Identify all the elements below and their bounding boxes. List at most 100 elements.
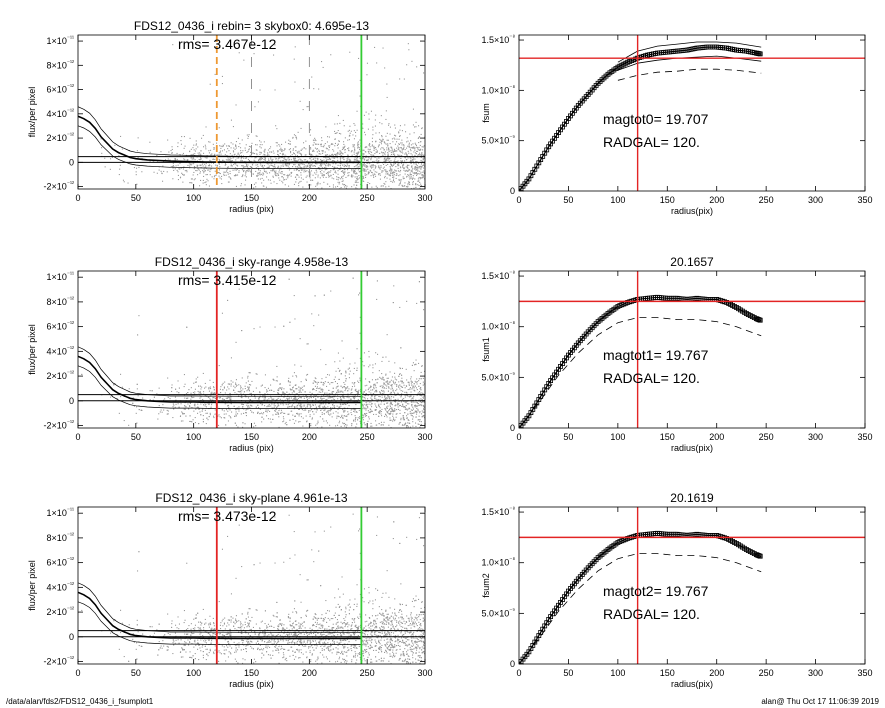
pixel-point [242,167,244,169]
pixel-point [350,398,352,400]
pixel-point [174,158,176,160]
pixel-point [399,373,401,375]
pixel-point [407,183,409,185]
pixel-point [247,405,249,407]
pixel-point [381,171,383,173]
pixel-point [171,146,173,148]
pixel-point [405,186,407,188]
pixel-point [363,403,365,405]
pixel-point [362,396,364,398]
pixel-point [280,395,282,397]
pixel-point [300,169,302,171]
pixel-point [277,159,279,161]
pixel-point [404,412,406,414]
pixel-point [255,387,257,389]
pixel-point [415,153,417,155]
pixel-point [249,406,251,408]
pixel-point [412,406,414,408]
pixel-point [374,391,376,393]
pixel-point [399,368,401,370]
pixel-point [395,166,397,168]
pixel-point [422,396,424,398]
pixel-point [245,409,247,411]
pixel-point [264,387,266,389]
pixel-point [218,365,220,367]
pixel-point [388,381,390,383]
pixel-point [195,148,197,150]
pixel-point [404,182,406,184]
pixel-point [356,157,358,159]
pixel-point [372,134,374,136]
pixel-point [348,165,350,167]
pixel-point [191,158,193,160]
pixel-point [289,148,291,150]
x-tick-label: 350 [857,195,872,205]
pixel-point [187,159,189,161]
pixel-point [284,184,286,186]
pixel-point [355,433,356,434]
pixel-point [270,389,272,391]
pixel-point [389,413,391,415]
pixel-point [406,141,408,143]
pixel-point [293,422,295,424]
pixel-point [303,147,305,149]
pixel-point [240,160,242,162]
fsum-marker [757,51,763,57]
pixel-point [320,160,322,162]
pixel-point [295,154,297,156]
pixel-point [328,157,330,159]
pixel-point [242,388,244,390]
pixel-point [189,405,191,407]
pixel-point [299,152,301,154]
pixel-point [318,400,320,402]
pixel-point [309,165,311,167]
pixel-point [251,394,253,396]
pixel-point [320,143,322,145]
pixel-point [392,151,394,153]
pixel-point [285,196,286,197]
pixel-point [238,171,240,173]
pixel-point [349,433,350,434]
pixel-point [335,370,337,372]
pixel-point [378,370,380,372]
pixel-point [288,185,290,187]
pixel-point [354,409,356,411]
pixel-point [339,150,341,152]
pixel-point [413,389,415,391]
pixel-point [296,160,298,162]
pixel-point [264,154,266,156]
pixel-point [321,378,323,380]
pixel-point [387,173,389,175]
pixel-point [405,170,407,172]
pixel-point [357,156,359,158]
pixel-point [272,176,274,178]
pixel-point [213,415,215,417]
pixel-point [416,402,418,404]
pixel-point [393,391,395,393]
pixel-point [388,149,390,151]
pixel-point [401,367,403,369]
pixel-point [389,143,391,145]
pixel-point [349,363,351,365]
pixel-point [408,181,410,183]
pixel-point [314,377,316,379]
pixel-point [241,403,243,405]
pixel-point [351,408,353,410]
pixel-point [104,166,106,168]
pixel-point [417,178,419,180]
pixel-point [330,158,332,160]
pixel-point [287,143,289,145]
pixel-point [196,407,198,409]
pixel-point [275,142,277,144]
pixel-point [348,405,350,407]
pixel-point [299,166,301,168]
pixel-point [415,121,417,123]
pixel-point [382,378,384,380]
pixel-point [332,160,334,162]
pixel-point [276,365,278,367]
pixel-point [383,382,385,384]
pixel-point [344,390,346,392]
pixel-point [342,146,344,148]
pixel-point [382,47,384,49]
pixel-point [381,151,383,153]
